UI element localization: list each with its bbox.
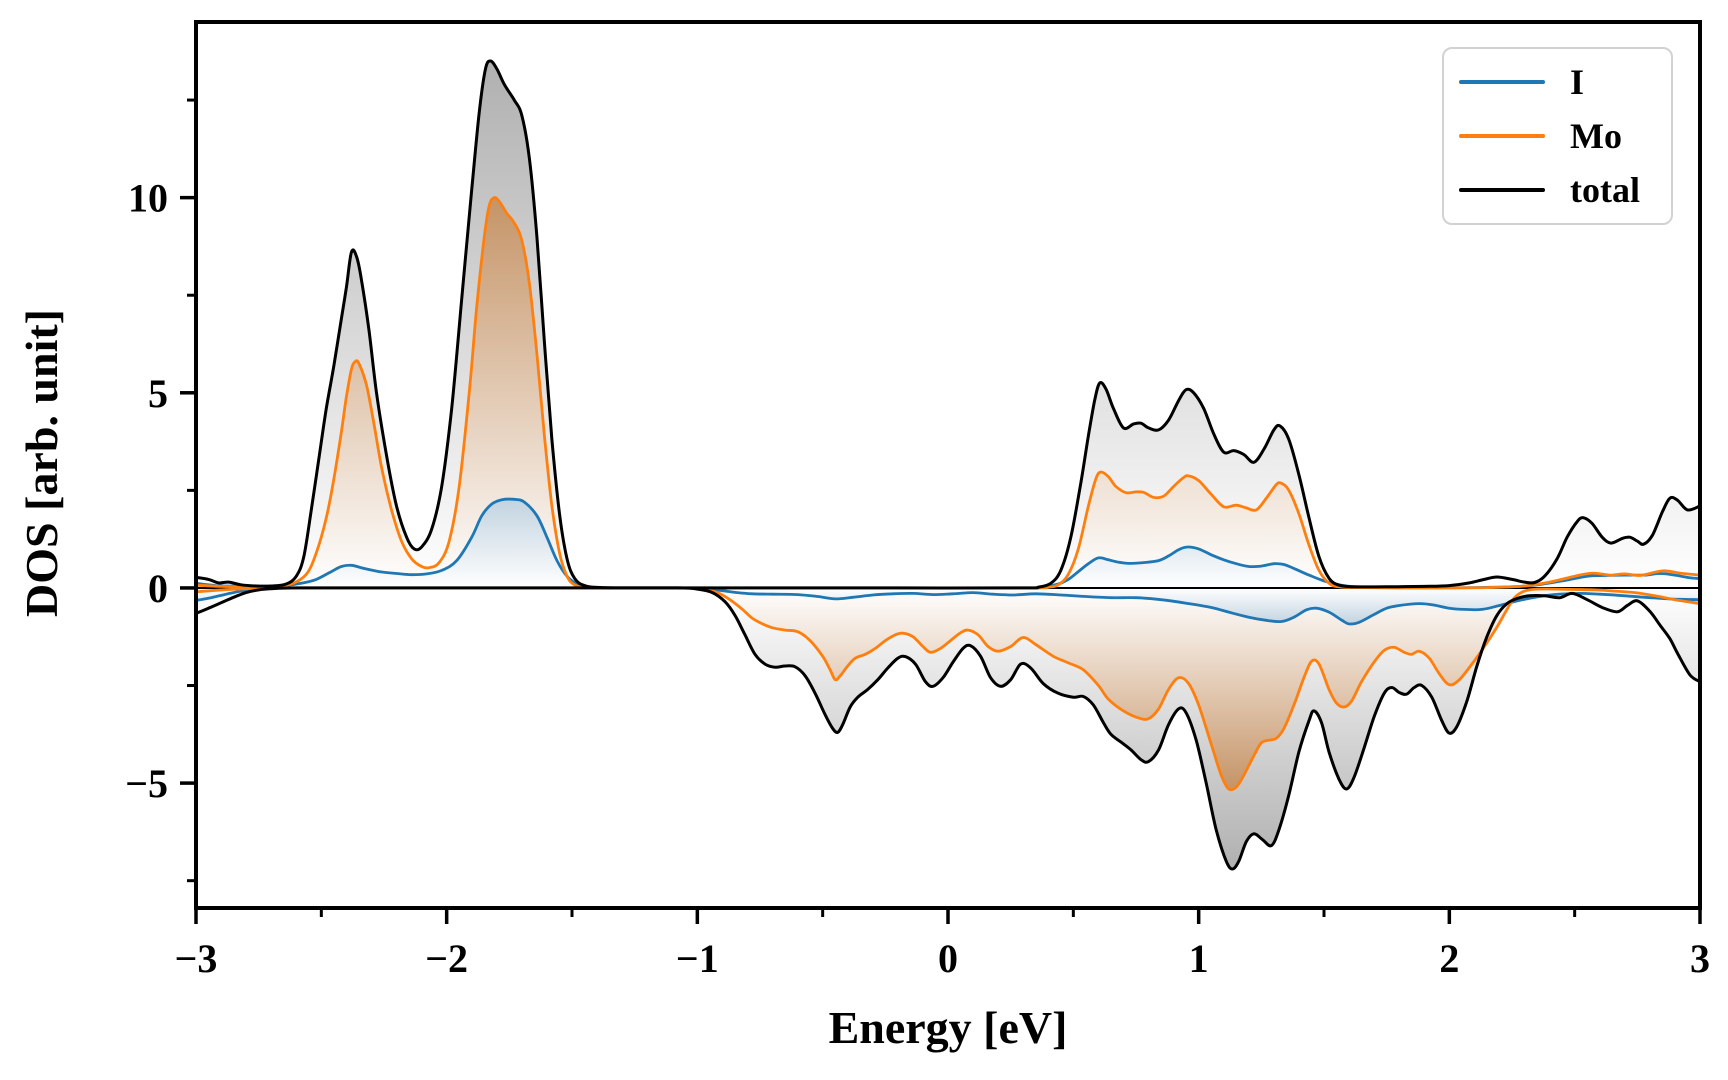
legend-entry-i: I	[1444, 57, 1671, 107]
x-tick-label: 2	[1439, 936, 1459, 981]
legend-label-total: total	[1570, 170, 1640, 210]
Mo-spin-up-curve	[196, 196, 1700, 590]
fill-areas	[196, 60, 1700, 869]
x-tick-label: 0	[938, 936, 958, 981]
legend-line-i	[1459, 80, 1545, 84]
legend-entry-total: total	[1444, 165, 1671, 215]
legend-line-mo	[1459, 134, 1545, 138]
y-tick-label: −5	[125, 761, 168, 806]
axis-ticks	[180, 98, 1702, 924]
legend-entry-mo: Mo	[1444, 111, 1671, 161]
x-tick-label: −1	[676, 936, 719, 981]
legend: I Mo total	[1442, 47, 1673, 225]
I-spin-up-curve	[196, 497, 1700, 590]
legend-label-mo: Mo	[1570, 116, 1622, 156]
total-spin-up-curve	[196, 59, 1700, 590]
y-tick-label: 5	[148, 371, 168, 416]
x-axis-label: Energy [eV]	[828, 1002, 1068, 1053]
y-axis-label: DOS [arb. unit]	[16, 309, 67, 617]
x-tick-label: −3	[175, 936, 218, 981]
curves	[196, 59, 1700, 871]
y-tick-label: 0	[148, 566, 168, 611]
x-tick-label: 1	[1189, 936, 1209, 981]
I-spin-down-fill	[196, 587, 1700, 625]
I-spin-up-fill	[196, 499, 1700, 588]
total-spin-down-curve	[196, 586, 1700, 871]
y-tick-label: 10	[128, 176, 168, 221]
Mo-spin-down-curve	[196, 586, 1700, 792]
tick-labels: −3 −2 −1 0 1 2 3 −5 0 5 10	[125, 176, 1710, 981]
legend-label-i: I	[1570, 62, 1585, 102]
Mo-spin-up-fill	[196, 197, 1700, 588]
legend-line-total	[1459, 188, 1545, 192]
x-tick-label: 3	[1690, 936, 1710, 981]
x-tick-label: −2	[425, 936, 468, 981]
Mo-spin-down-fill	[196, 587, 1700, 790]
